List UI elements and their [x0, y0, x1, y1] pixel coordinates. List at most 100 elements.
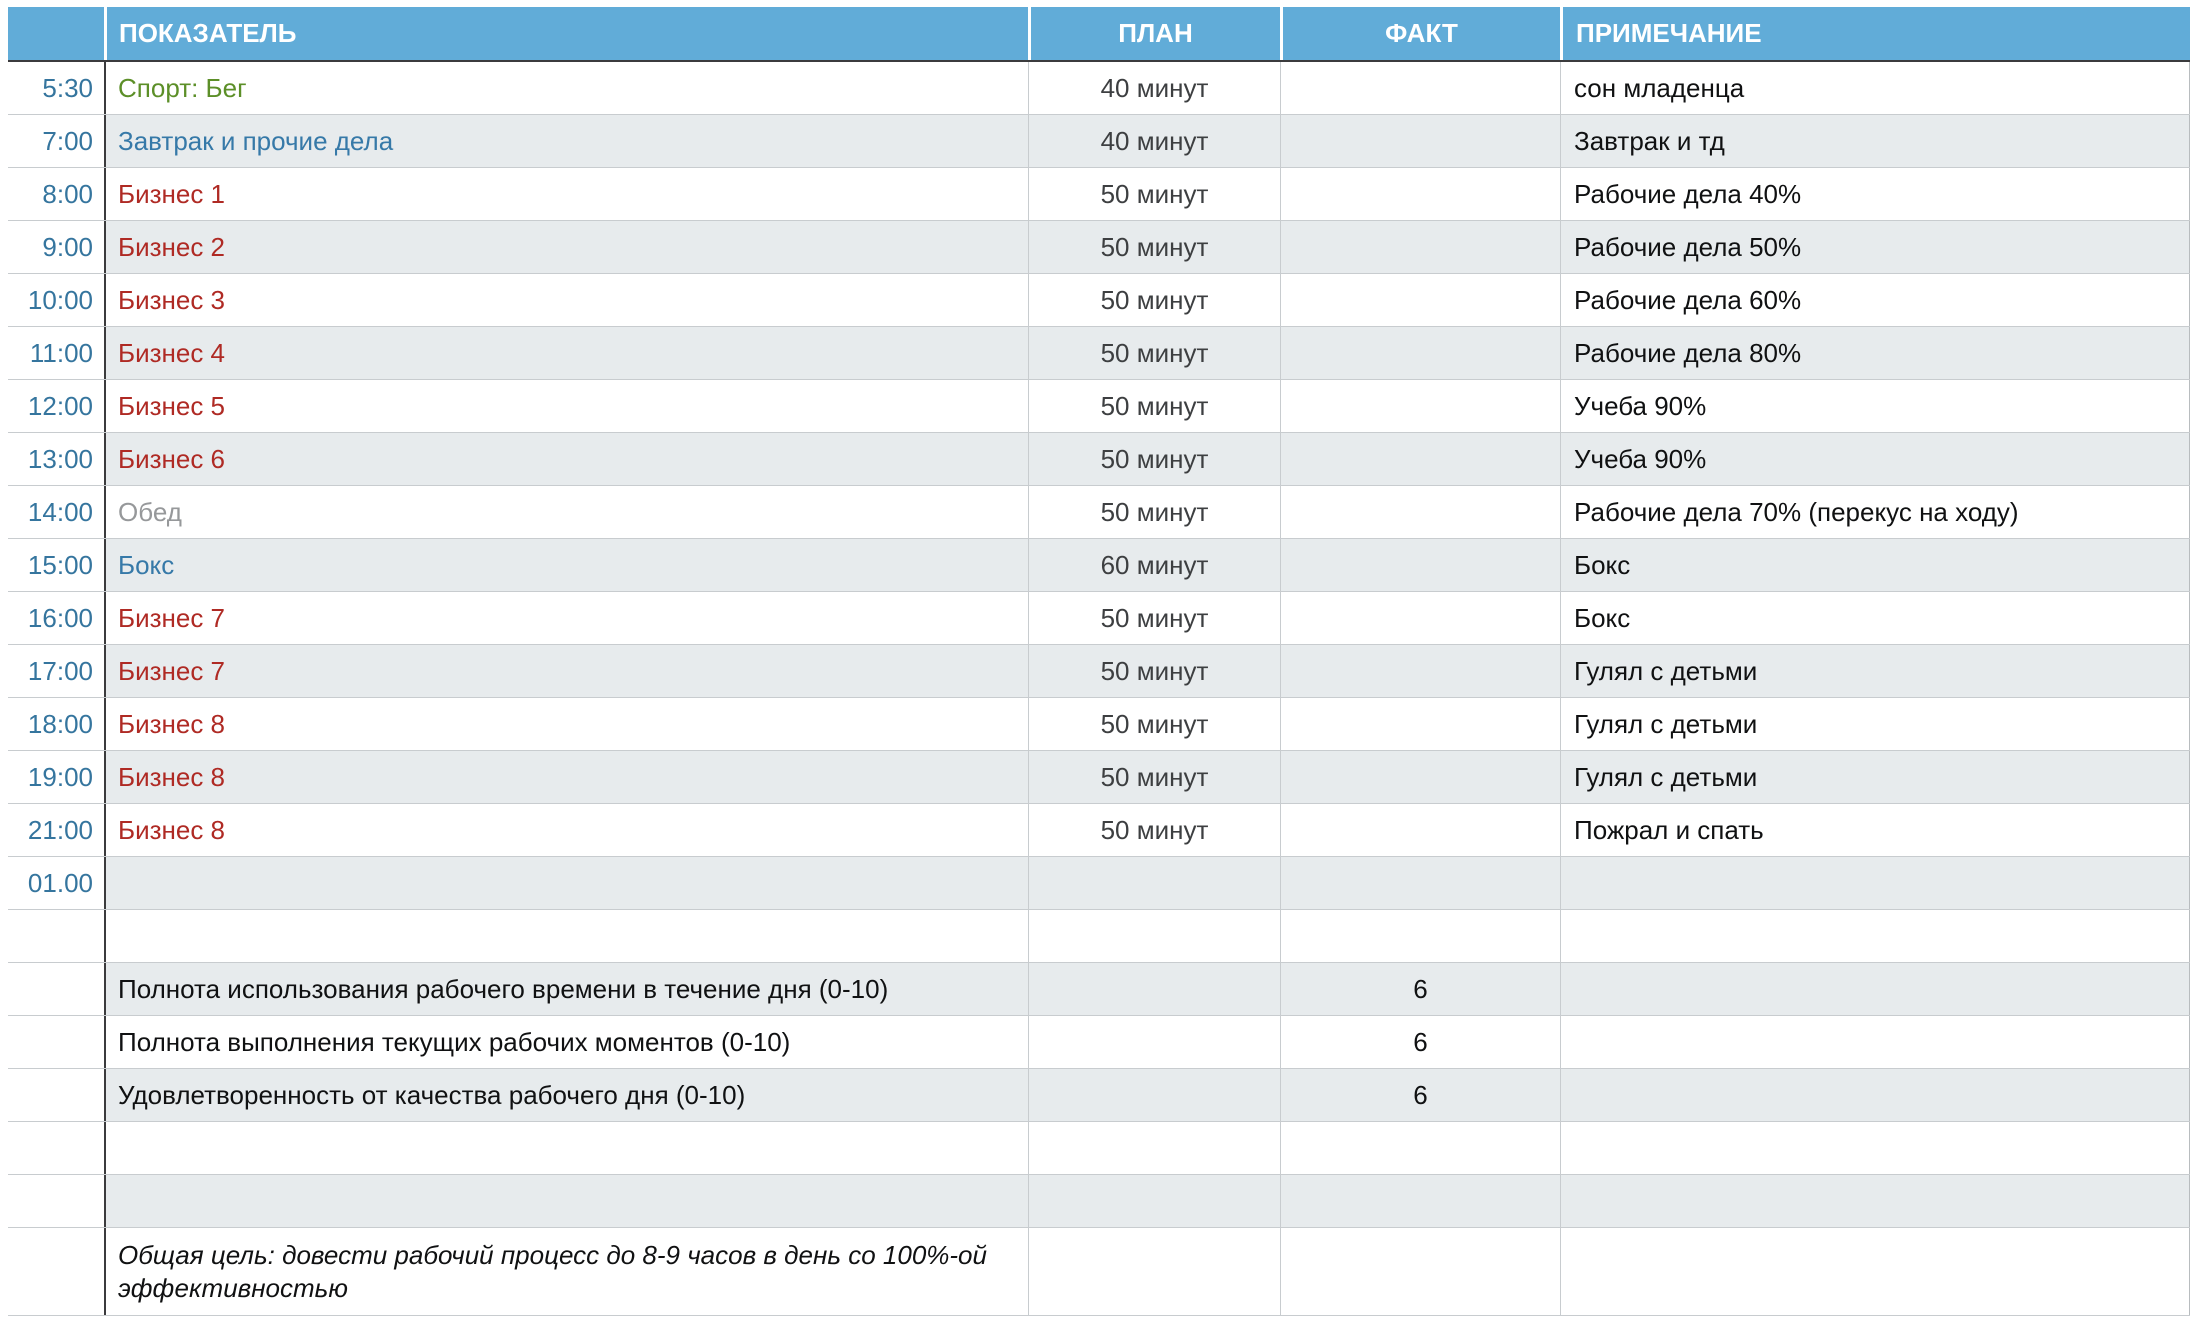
plan-cell[interactable]: 50 минут [1028, 698, 1280, 750]
plan-cell[interactable] [1028, 1016, 1280, 1068]
plan-cell[interactable] [1028, 963, 1280, 1015]
plan-cell[interactable]: 40 минут [1028, 115, 1280, 167]
fact-cell[interactable] [1280, 910, 1560, 962]
time-cell[interactable]: 13:00 [27, 443, 93, 474]
fact-cell[interactable] [1280, 380, 1560, 432]
fact-cell[interactable] [1280, 1175, 1560, 1227]
time-cell[interactable]: 14:00 [27, 496, 93, 527]
header-cell-plan[interactable]: ПЛАН [1028, 7, 1280, 60]
note-cell[interactable]: Рабочие дела 80% [1560, 327, 2190, 379]
time-cell[interactable] [8, 1122, 104, 1174]
time-cell[interactable] [8, 1016, 104, 1068]
note-cell[interactable] [1560, 1175, 2190, 1227]
time-cell[interactable]: 01.00 [27, 867, 93, 898]
time-cell[interactable]: 18:00 [27, 708, 93, 739]
indicator-cell[interactable]: Спорт: Бег [104, 62, 1028, 114]
fact-cell[interactable] [1280, 221, 1560, 273]
note-cell[interactable]: Рабочие дела 70% (перекус на ходу) [1560, 486, 2190, 538]
indicator-cell[interactable]: Бизнес 4 [104, 327, 1028, 379]
time-cell[interactable]: 11:00 [29, 337, 93, 368]
note-cell[interactable]: Завтрак и тд [1560, 115, 2190, 167]
plan-cell[interactable]: 50 минут [1028, 645, 1280, 697]
time-cell[interactable]: 16:00 [27, 602, 93, 633]
fact-cell[interactable]: 6 [1280, 963, 1560, 1015]
note-cell[interactable] [1560, 857, 2190, 909]
indicator-cell[interactable]: Бизнес 7 [104, 645, 1028, 697]
note-cell[interactable]: сон младенца [1560, 62, 2190, 114]
fact-cell[interactable] [1280, 645, 1560, 697]
indicator-cell[interactable]: Завтрак и прочие дела [104, 115, 1028, 167]
note-cell[interactable]: Пожрал и спать [1560, 804, 2190, 856]
note-cell[interactable]: Бокс [1560, 539, 2190, 591]
plan-cell[interactable]: 40 минут [1028, 62, 1280, 114]
indicator-cell[interactable]: Бизнес 3 [104, 274, 1028, 326]
plan-cell[interactable]: 50 минут [1028, 274, 1280, 326]
plan-cell[interactable] [1028, 857, 1280, 909]
indicator-cell[interactable]: Бизнес 8 [104, 804, 1028, 856]
indicator-cell[interactable] [104, 910, 1028, 962]
note-cell[interactable]: Рабочие дела 40% [1560, 168, 2190, 220]
note-cell[interactable]: Учеба 90% [1560, 380, 2190, 432]
plan-cell[interactable]: 50 минут [1028, 804, 1280, 856]
fact-cell[interactable]: 6 [1280, 1016, 1560, 1068]
header-cell-note[interactable]: ПРИМЕЧАНИЕ [1560, 7, 2190, 60]
plan-cell[interactable] [1028, 1175, 1280, 1227]
plan-cell[interactable]: 50 минут [1028, 327, 1280, 379]
plan-cell[interactable] [1028, 1228, 1280, 1315]
indicator-cell[interactable]: Бизнес 8 [104, 751, 1028, 803]
time-cell[interactable] [8, 1069, 104, 1121]
time-cell[interactable]: 10:00 [27, 284, 93, 315]
note-cell[interactable]: Рабочие дела 60% [1560, 274, 2190, 326]
note-cell[interactable] [1560, 1016, 2190, 1068]
header-cell-fact[interactable]: ФАКТ [1280, 7, 1560, 60]
time-cell[interactable] [8, 1228, 104, 1315]
fact-cell[interactable] [1280, 433, 1560, 485]
indicator-cell[interactable]: Общая цель: довести рабочий процесс до 8… [104, 1228, 1028, 1315]
time-cell[interactable] [8, 910, 104, 962]
time-cell[interactable]: 12:00 [27, 390, 93, 421]
note-cell[interactable] [1560, 910, 2190, 962]
plan-cell[interactable]: 50 минут [1028, 751, 1280, 803]
fact-cell[interactable] [1280, 115, 1560, 167]
plan-cell[interactable]: 50 минут [1028, 168, 1280, 220]
note-cell[interactable] [1560, 963, 2190, 1015]
indicator-cell[interactable]: Удовлетворенность от качества рабочего д… [104, 1069, 1028, 1121]
note-cell[interactable] [1560, 1122, 2190, 1174]
note-cell[interactable]: Бокс [1560, 592, 2190, 644]
note-cell[interactable]: Рабочие дела 50% [1560, 221, 2190, 273]
indicator-cell[interactable]: Бизнес 1 [104, 168, 1028, 220]
fact-cell[interactable] [1280, 1122, 1560, 1174]
plan-cell[interactable] [1028, 1069, 1280, 1121]
plan-cell[interactable]: 50 минут [1028, 433, 1280, 485]
fact-cell[interactable]: 6 [1280, 1069, 1560, 1121]
indicator-cell[interactable] [104, 857, 1028, 909]
note-cell[interactable]: Гулял с детьми [1560, 645, 2190, 697]
plan-cell[interactable] [1028, 910, 1280, 962]
note-cell[interactable] [1560, 1228, 2190, 1315]
indicator-cell[interactable]: Бизнес 2 [104, 221, 1028, 273]
plan-cell[interactable]: 60 минут [1028, 539, 1280, 591]
plan-cell[interactable]: 50 минут [1028, 221, 1280, 273]
fact-cell[interactable] [1280, 168, 1560, 220]
indicator-cell[interactable]: Бизнес 5 [104, 380, 1028, 432]
time-cell[interactable]: 17:00 [27, 655, 93, 686]
note-cell[interactable]: Гулял с детьми [1560, 751, 2190, 803]
time-cell[interactable] [8, 963, 104, 1015]
fact-cell[interactable] [1280, 1228, 1560, 1315]
fact-cell[interactable] [1280, 62, 1560, 114]
indicator-cell[interactable]: Полнота использования рабочего времени в… [104, 963, 1028, 1015]
header-cell-corner[interactable] [8, 7, 104, 60]
fact-cell[interactable] [1280, 804, 1560, 856]
time-cell[interactable]: 5:30 [42, 72, 93, 103]
indicator-cell[interactable]: Бизнес 7 [104, 592, 1028, 644]
note-cell[interactable]: Учеба 90% [1560, 433, 2190, 485]
fact-cell[interactable] [1280, 539, 1560, 591]
indicator-cell[interactable]: Полнота выполнения текущих рабочих момен… [104, 1016, 1028, 1068]
note-cell[interactable] [1560, 1069, 2190, 1121]
indicator-cell[interactable]: Бизнес 6 [104, 433, 1028, 485]
fact-cell[interactable] [1280, 486, 1560, 538]
fact-cell[interactable] [1280, 592, 1560, 644]
note-cell[interactable]: Гулял с детьми [1560, 698, 2190, 750]
plan-cell[interactable]: 50 минут [1028, 592, 1280, 644]
indicator-cell[interactable]: Бокс [104, 539, 1028, 591]
